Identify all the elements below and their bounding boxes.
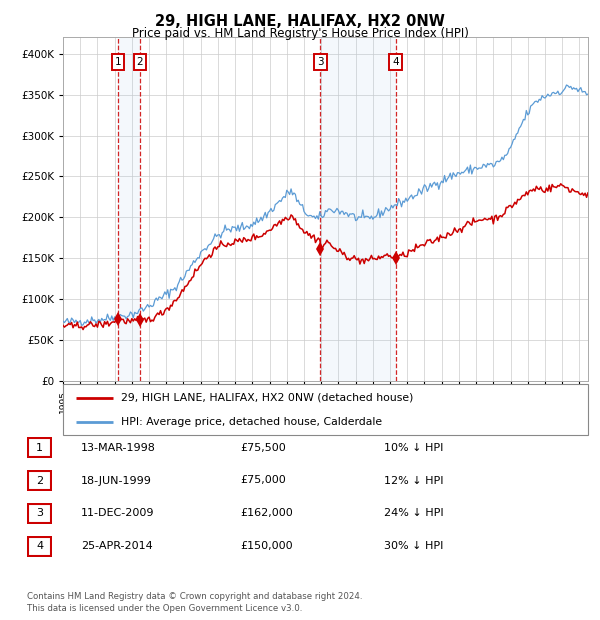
Text: 12% ↓ HPI: 12% ↓ HPI: [384, 476, 443, 485]
FancyBboxPatch shape: [63, 384, 588, 435]
Text: 11-DEC-2009: 11-DEC-2009: [81, 508, 155, 518]
Text: 3: 3: [36, 508, 43, 518]
Text: 25-APR-2014: 25-APR-2014: [81, 541, 153, 551]
Bar: [320, 37, 395, 381]
Text: 3: 3: [317, 57, 323, 67]
Text: 29, HIGH LANE, HALIFAX, HX2 0NW: 29, HIGH LANE, HALIFAX, HX2 0NW: [155, 14, 445, 29]
Text: 4: 4: [392, 57, 399, 67]
Text: HPI: Average price, detached house, Calderdale: HPI: Average price, detached house, Cald…: [121, 417, 382, 427]
Text: £162,000: £162,000: [240, 508, 293, 518]
FancyBboxPatch shape: [28, 537, 51, 556]
Text: Price paid vs. HM Land Registry's House Price Index (HPI): Price paid vs. HM Land Registry's House …: [131, 27, 469, 40]
FancyBboxPatch shape: [28, 504, 51, 523]
Text: Contains HM Land Registry data © Crown copyright and database right 2024.: Contains HM Land Registry data © Crown c…: [27, 592, 362, 601]
Text: 29, HIGH LANE, HALIFAX, HX2 0NW (detached house): 29, HIGH LANE, HALIFAX, HX2 0NW (detache…: [121, 392, 413, 402]
Text: 24% ↓ HPI: 24% ↓ HPI: [384, 508, 443, 518]
Text: 1: 1: [36, 443, 43, 453]
Text: This data is licensed under the Open Government Licence v3.0.: This data is licensed under the Open Gov…: [27, 604, 302, 613]
Text: £150,000: £150,000: [240, 541, 293, 551]
Text: 18-JUN-1999: 18-JUN-1999: [81, 476, 152, 485]
Text: 2: 2: [36, 476, 43, 485]
Bar: [118, 37, 140, 381]
Text: £75,000: £75,000: [240, 476, 286, 485]
Text: 10% ↓ HPI: 10% ↓ HPI: [384, 443, 443, 453]
Text: £75,500: £75,500: [240, 443, 286, 453]
Text: 30% ↓ HPI: 30% ↓ HPI: [384, 541, 443, 551]
FancyBboxPatch shape: [28, 438, 51, 457]
Text: 1: 1: [115, 57, 122, 67]
Text: 2: 2: [136, 57, 143, 67]
FancyBboxPatch shape: [28, 471, 51, 490]
Text: 13-MAR-1998: 13-MAR-1998: [81, 443, 156, 453]
Text: 4: 4: [36, 541, 43, 551]
